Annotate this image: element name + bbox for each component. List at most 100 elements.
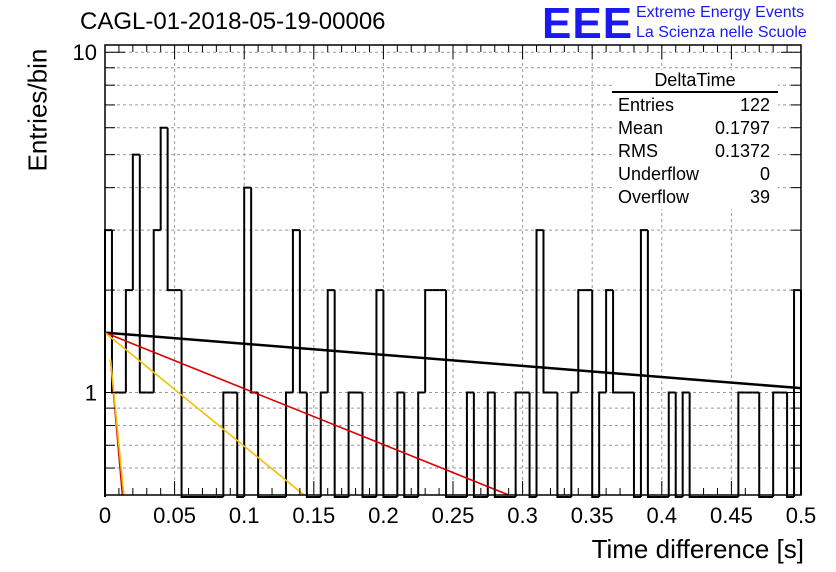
histogram-bin: [570, 391, 579, 497]
histogram-bin: [465, 391, 474, 497]
y-tick-label: 10: [73, 40, 97, 65]
histogram-bin: [298, 230, 307, 394]
x-tick-label: 0.15: [292, 503, 335, 528]
x-tick-label: 0.4: [647, 503, 678, 528]
histogram-bin: [284, 391, 293, 497]
histogram-bin: [236, 392, 245, 498]
stats-box: DeltaTime Entries 122 Mean 0.1797 RMS 0.…: [612, 70, 778, 209]
histogram-bin: [333, 290, 342, 498]
histogram-bin: [396, 391, 405, 497]
fit-line-yellow: [109, 359, 125, 496]
x-tick-label: 0.5: [786, 503, 817, 528]
histogram-bin: [243, 186, 252, 497]
y-axis-label: Entries/bin: [22, 48, 53, 172]
fit-line-red: [104, 331, 509, 496]
fit-line-black: [104, 331, 802, 390]
org-line-1: Extreme Energy Events: [636, 4, 805, 21]
histogram-bin: [159, 126, 168, 231]
grid-lines: [105, 45, 801, 496]
stats-label: Underflow: [618, 164, 700, 184]
org-line-2: La Scienza nelle Scuole: [636, 24, 807, 41]
histogram-bin: [535, 229, 544, 497]
chart-title: CAGL-01-2018-05-19-00006: [80, 8, 386, 35]
axis-ticks: [104, 45, 802, 496]
y-tick-label: 1: [85, 381, 97, 406]
organization-name: Extreme Energy Events La Scienza nelle S…: [636, 3, 807, 43]
histogram-bin: [528, 392, 537, 498]
x-tick-label: 0.25: [432, 503, 475, 528]
histogram-bin: [180, 290, 189, 498]
stats-value: 0.1797: [714, 118, 770, 138]
histogram-bin: [737, 391, 746, 497]
fit-line-yellow: [104, 331, 305, 496]
histogram-bin: [319, 391, 328, 497]
histogram-bin: [291, 229, 300, 393]
stats-title: DeltaTime: [612, 70, 778, 93]
histogram-bin: [674, 392, 683, 498]
histogram-bin: [598, 391, 607, 497]
histogram-bin: [361, 392, 370, 498]
stats-label: Mean: [618, 118, 664, 138]
histogram-bin: [403, 392, 412, 498]
histogram-bin: [758, 392, 767, 498]
x-tick-label: 0.3: [507, 503, 538, 528]
histogram-bin: [375, 289, 384, 497]
histogram-bin: [556, 392, 565, 498]
stats-row-entries: Entries 122: [612, 94, 778, 117]
eee-logo-text: EEE: [542, 0, 634, 48]
x-tick-label: 0: [99, 503, 111, 528]
histogram-bin: [257, 392, 266, 498]
histogram-bin: [347, 391, 356, 497]
histogram-bin: [605, 289, 614, 393]
fit-lines: [104, 331, 802, 496]
histogram-bin: [138, 154, 147, 394]
histogram-bin: [472, 392, 481, 498]
x-tick-label: 0.1: [229, 503, 260, 528]
histogram-bin: [688, 392, 697, 498]
x-tick-label: 0.2: [368, 503, 399, 528]
histogram-bin: [326, 289, 335, 393]
stats-row-rms: RMS 0.1372: [612, 140, 778, 163]
x-tick-labels: 0 0.05 0.1 0.15 0.2 0.25 0.3 0.35 0.4 0.45 0.5: [99, 503, 816, 528]
histogram-bin: [166, 127, 175, 292]
histogram-bin: [772, 391, 781, 497]
histogram-bin: [486, 391, 495, 497]
histogram-bin: [646, 230, 655, 498]
histogram-bin: [612, 290, 621, 394]
histogram-bin: [514, 391, 523, 497]
histogram-bin: [786, 392, 795, 498]
histogram-bin: [382, 290, 391, 498]
histogram-bin: [152, 229, 161, 393]
histogram-bin: [222, 391, 231, 497]
histogram-bin: [124, 289, 133, 393]
histogram-bin: [417, 391, 426, 497]
x-tick-label: 0.35: [571, 503, 614, 528]
histogram-bin: [445, 290, 453, 498]
histogram-bin: [639, 229, 648, 497]
histogram-bin: [493, 392, 502, 498]
stats-row-underflow: Underflow 0: [612, 163, 778, 186]
x-tick-label: 0.05: [153, 503, 196, 528]
y-tick-labels: 1 10: [73, 40, 97, 405]
stats-label: RMS: [618, 141, 658, 161]
stats-label: Entries: [618, 95, 675, 115]
histogram-bin: [424, 289, 433, 393]
histogram-bin: [632, 392, 641, 498]
stats-label: Overflow: [618, 187, 690, 207]
histogram-bin: [110, 230, 119, 394]
stats-row-overflow: Overflow 39: [612, 186, 778, 209]
histogram-bin: [591, 290, 600, 498]
histogram-bin: [681, 391, 690, 497]
x-axis-label: Time difference [s]: [591, 534, 804, 564]
histogram-bin: [577, 289, 586, 393]
stats-value: 0: [759, 164, 770, 184]
stats-value: 39: [749, 187, 770, 207]
histogram-bin: [667, 391, 676, 497]
histogram-bin: [305, 392, 314, 498]
histogram-bin: [131, 153, 140, 291]
eee-logo: EEE: [542, 2, 633, 46]
histogram-bin: [793, 289, 801, 497]
stats-value: 122: [739, 95, 770, 115]
histogram-bin: [542, 230, 551, 394]
